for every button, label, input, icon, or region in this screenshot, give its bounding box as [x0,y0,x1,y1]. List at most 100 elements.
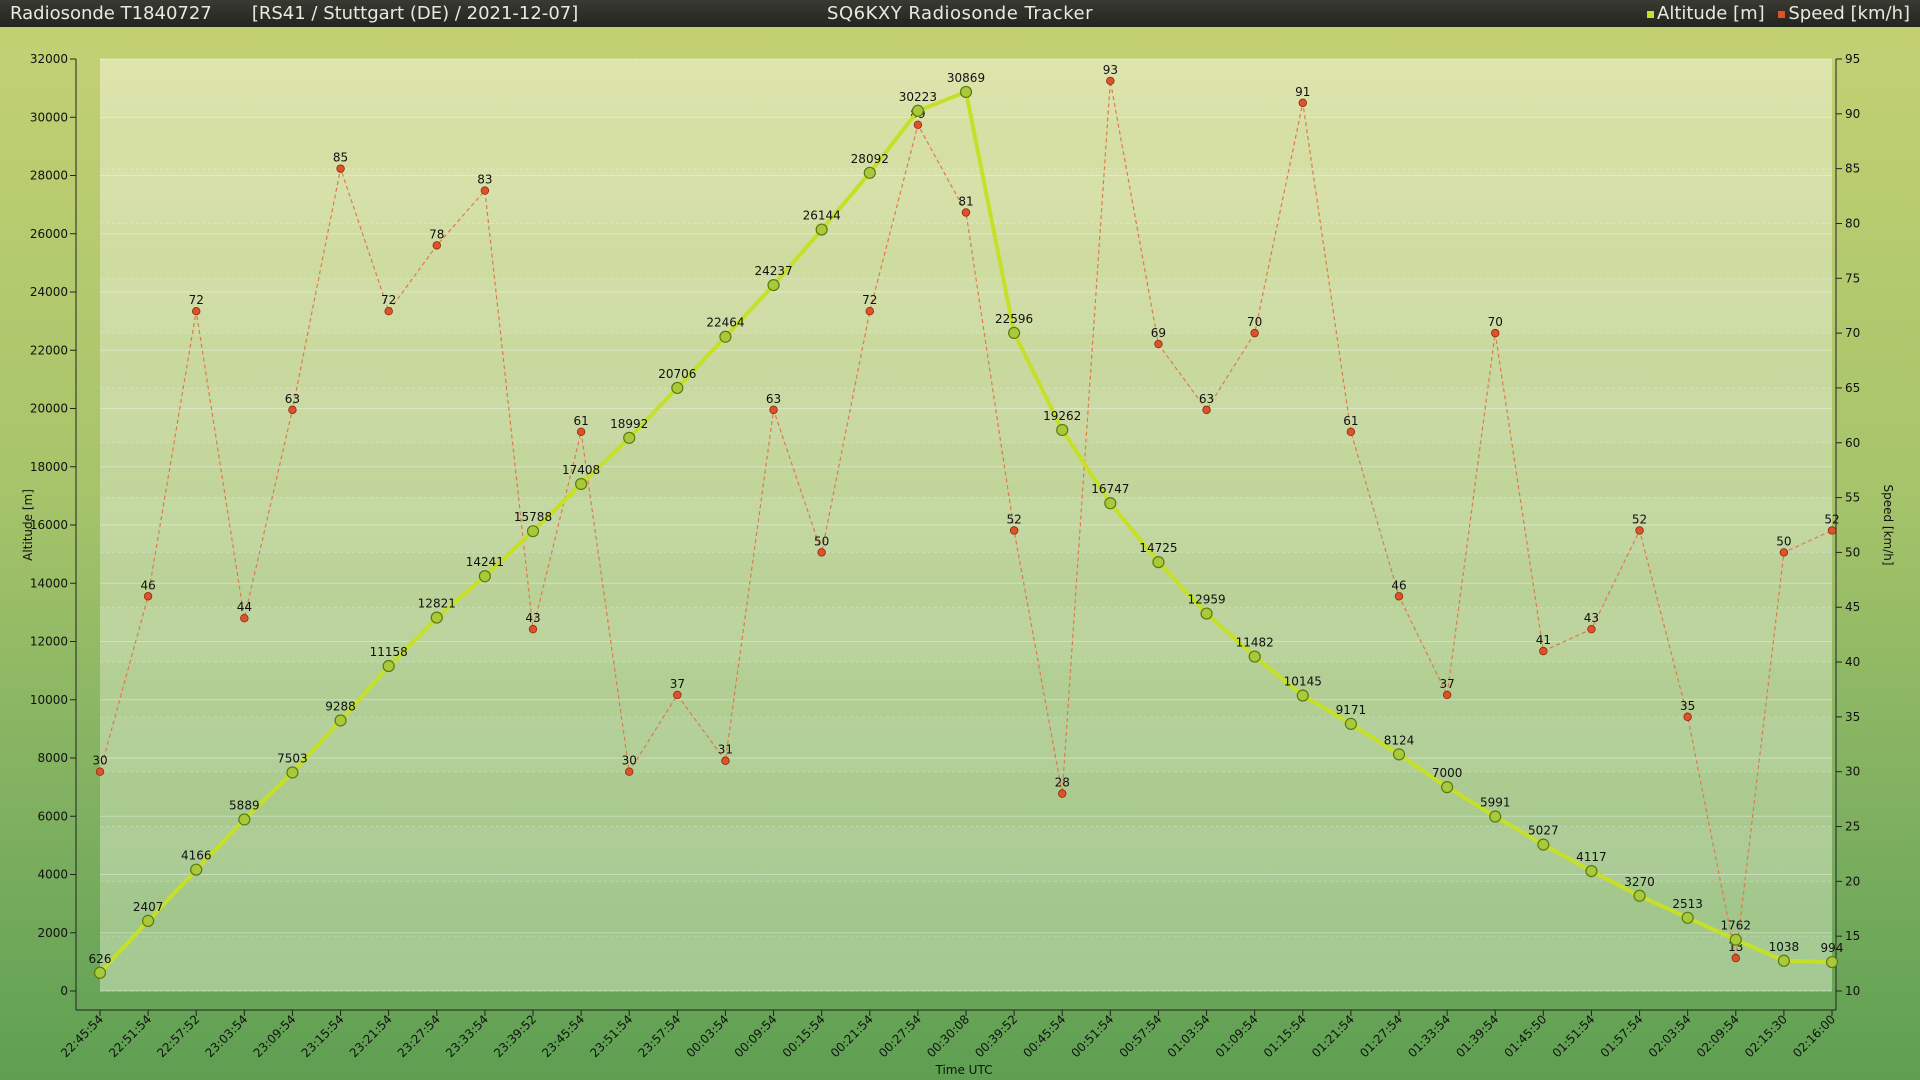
x-tick-label: 23:33:54 [443,1012,491,1060]
altitude-point [430,611,443,624]
speed-point [1009,526,1019,535]
speed-data-label: 30 [622,754,637,768]
speed-data-label: 43 [1584,611,1599,625]
x-tick-label: 01:45:50 [1501,1012,1549,1060]
y-tick-label-right: 50 [1845,545,1860,559]
legend-item-altitude[interactable]: Altitude [m] [1647,3,1765,24]
altitude-data-label: 2407 [133,900,164,914]
speed-data-label: 81 [958,195,973,209]
altitude-point [1489,810,1502,823]
y-tick-label-left: 14000 [30,576,68,590]
speed-point [336,164,345,173]
speed-data-label: 69 [1151,326,1166,340]
x-tick-label: 01:21:54 [1309,1012,1357,1060]
x-tick-label: 00:21:54 [828,1012,876,1060]
altitude-point [1392,748,1406,761]
y-tick-label-left: 8000 [37,751,68,765]
x-tick-label: 23:45:54 [539,1012,587,1060]
y-tick-label-right: 65 [1845,381,1860,395]
altitude-data-label: 17408 [562,463,600,477]
x-tick-label: 23:09:54 [251,1012,299,1060]
speed-data-label: 85 [333,151,348,165]
y-tick-label-right: 70 [1845,326,1860,340]
legend-label-altitude: Altitude [m] [1657,3,1765,24]
y-tick-label-left: 26000 [30,227,68,241]
speed-point [143,592,153,601]
speed-point [1154,339,1163,349]
y-tick-label-left: 16000 [30,518,68,532]
speed-point [721,756,730,765]
altitude-data-label: 5991 [1480,796,1511,810]
altitude-point [1729,933,1742,946]
altitude-data-label: 22464 [706,316,744,330]
speed-data-label: 52 [1006,512,1021,526]
speed-data-label: 91 [1295,85,1310,99]
altitude-point [238,813,251,826]
altitude-point [142,914,155,927]
x-tick-label: 02:15:30 [1742,1012,1790,1060]
altitude-data-label: 16747 [1091,482,1129,496]
speed-point [913,120,923,129]
x-tick-label: 01:15:54 [1261,1012,1309,1060]
x-tick-label: 01:09:54 [1213,1012,1261,1060]
speed-data-label: 63 [766,392,781,406]
y-tick-label-right: 20 [1845,874,1860,888]
speed-point [673,690,682,700]
speed-point [1298,98,1307,108]
altitude-point [526,525,540,538]
altitude-point [815,223,828,236]
legend-item-speed[interactable]: Speed [km/h] [1778,3,1910,24]
altitude-point [767,278,780,292]
x-tick-label: 00:03:54 [684,1012,732,1060]
altitude-point [1200,607,1213,620]
speed-data-label: 37 [670,677,685,691]
altitude-point [1585,864,1598,878]
y-axis-label-left: Altitude [m] [21,489,35,561]
speed-data-label: 78 [429,227,444,241]
altitude-data-label: 1038 [1769,940,1800,954]
altitude-data-label: 19262 [1043,409,1081,423]
x-tick-label: 01:39:54 [1453,1012,1501,1060]
altitude-data-label: 626 [89,952,112,966]
altitude-point [1248,650,1261,663]
x-tick-label: 01:27:54 [1357,1012,1405,1060]
speed-data-label: 61 [1343,414,1358,428]
y-tick-label-right: 85 [1845,162,1860,176]
speed-data-label: 35 [1680,699,1695,713]
x-tick-label: 00:39:52 [972,1012,1020,1060]
y-tick-label-right: 40 [1845,655,1860,669]
altitude-data-label: 5889 [229,798,260,812]
y-axis-label-right: Speed [km/h] [1881,484,1895,565]
x-tick-label: 00:27:54 [876,1012,924,1060]
x-tick-label: 01:33:54 [1405,1012,1453,1060]
altitude-data-label: 12959 [1187,593,1225,607]
speed-data-label: 52 [1632,512,1647,526]
altitude-point [286,766,299,779]
speed-point [288,405,297,415]
speed-point [1250,328,1259,338]
altitude-data-label: 1762 [1721,919,1752,933]
speed-point [1442,690,1452,700]
x-tick-label: 23:03:54 [202,1012,250,1060]
altitude-data-label: 2513 [1672,897,1703,911]
grid-band [100,278,1832,334]
y-tick-label-left: 6000 [37,809,68,823]
y-tick-label-right: 75 [1845,271,1860,285]
y-tick-label-right: 55 [1845,491,1860,505]
grid-band [100,716,1832,772]
speed-data-label: 70 [1488,315,1503,329]
speed-data-label: 28 [1055,776,1070,790]
speed-point [1731,953,1740,963]
altitude-data-label: 28092 [851,152,889,166]
speed-point [576,427,586,436]
grid-band [100,387,1832,443]
legend: Altitude [m] Speed [km/h] [1639,0,1910,27]
speed-data-label: 61 [573,414,588,428]
speed-data-label: 50 [814,534,829,548]
sonde-subtitle: [RS41 / Stuttgart (DE) / 2021-12-07] [251,3,579,24]
speed-point [1683,712,1692,722]
x-tick-label: 00:51:54 [1068,1012,1116,1060]
x-tick-label: 22:51:54 [106,1012,154,1060]
speed-point [480,186,490,195]
